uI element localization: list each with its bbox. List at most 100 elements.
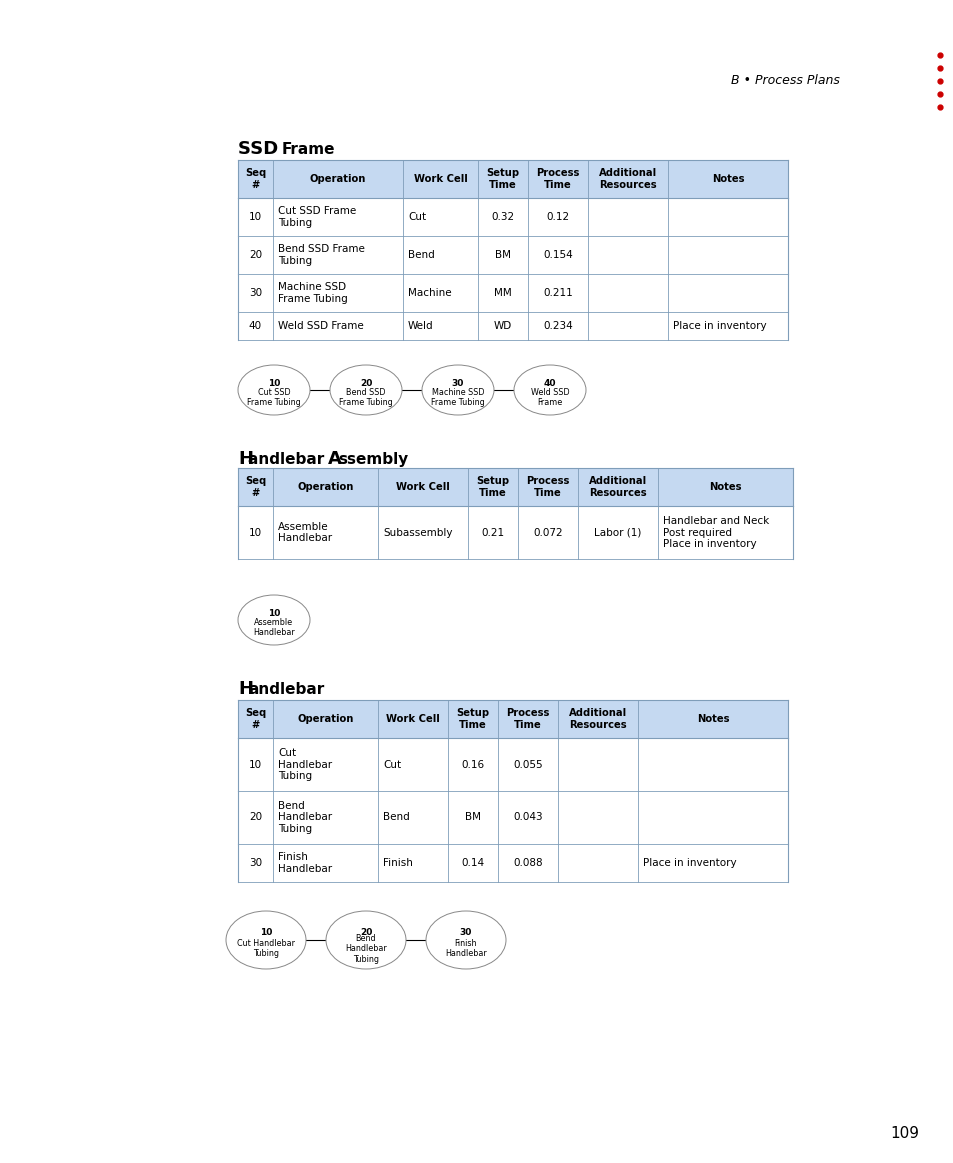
Text: Bend: Bend bbox=[382, 813, 410, 822]
Text: 40: 40 bbox=[249, 321, 262, 331]
Bar bbox=[237, 791, 787, 844]
Bar bbox=[237, 700, 787, 739]
Text: 0.14: 0.14 bbox=[461, 858, 484, 868]
Text: 0.072: 0.072 bbox=[533, 528, 562, 537]
Text: Cut SSD
Frame Tubing: Cut SSD Frame Tubing bbox=[247, 387, 300, 407]
Text: Cut: Cut bbox=[408, 212, 426, 222]
Text: andlebar: andlebar bbox=[248, 682, 324, 697]
Text: Notes: Notes bbox=[711, 174, 743, 184]
Text: Additional
Resources: Additional Resources bbox=[598, 169, 657, 190]
Text: Frame: Frame bbox=[282, 142, 335, 157]
Text: 109: 109 bbox=[889, 1126, 919, 1141]
Text: ssembly: ssembly bbox=[337, 452, 408, 468]
Bar bbox=[237, 506, 792, 559]
Ellipse shape bbox=[326, 911, 406, 969]
Text: Setup
Time: Setup Time bbox=[486, 169, 519, 190]
Text: Seq
#: Seq # bbox=[245, 169, 266, 190]
Text: Machine: Machine bbox=[408, 288, 451, 298]
Ellipse shape bbox=[237, 365, 310, 415]
Text: Assemble
Handlebar: Assemble Handlebar bbox=[253, 618, 294, 637]
Text: Operation: Operation bbox=[297, 714, 354, 725]
Ellipse shape bbox=[237, 595, 310, 645]
Text: Place in inventory: Place in inventory bbox=[642, 858, 736, 868]
Text: 0.32: 0.32 bbox=[491, 212, 514, 222]
Text: Cut
Handlebar
Tubing: Cut Handlebar Tubing bbox=[277, 748, 332, 782]
Text: Machine SSD
Frame Tubing: Machine SSD Frame Tubing bbox=[431, 387, 484, 407]
Text: Operation: Operation bbox=[297, 481, 354, 492]
Text: 0.088: 0.088 bbox=[513, 858, 542, 868]
Text: 0.211: 0.211 bbox=[542, 288, 572, 298]
Text: Cut SSD Frame
Tubing: Cut SSD Frame Tubing bbox=[277, 206, 355, 228]
Bar bbox=[237, 198, 787, 236]
Text: Weld SSD Frame: Weld SSD Frame bbox=[277, 321, 363, 331]
Text: 40: 40 bbox=[543, 379, 556, 388]
Text: 0.154: 0.154 bbox=[542, 250, 572, 261]
Text: andlebar: andlebar bbox=[248, 452, 329, 468]
Text: 10: 10 bbox=[268, 609, 280, 618]
Text: 30: 30 bbox=[249, 288, 262, 298]
Text: 30: 30 bbox=[459, 928, 472, 937]
Text: 30: 30 bbox=[249, 858, 262, 868]
Text: BM: BM bbox=[495, 250, 511, 261]
Text: MM: MM bbox=[494, 288, 512, 298]
Ellipse shape bbox=[514, 365, 585, 415]
Text: 10: 10 bbox=[249, 212, 262, 222]
Text: Work Cell: Work Cell bbox=[414, 174, 467, 184]
Text: 10: 10 bbox=[249, 528, 262, 537]
Text: B • Process Plans: B • Process Plans bbox=[730, 74, 840, 87]
Text: A: A bbox=[328, 450, 341, 468]
Text: Process
Time: Process Time bbox=[526, 476, 569, 498]
Text: 0.12: 0.12 bbox=[546, 212, 569, 222]
Text: Bend
Handlebar
Tubing: Bend Handlebar Tubing bbox=[277, 801, 332, 834]
Ellipse shape bbox=[330, 365, 401, 415]
Bar bbox=[237, 274, 787, 312]
Text: 0.055: 0.055 bbox=[513, 759, 542, 770]
Text: Seq
#: Seq # bbox=[245, 708, 266, 730]
Text: WD: WD bbox=[494, 321, 512, 331]
Text: Weld: Weld bbox=[408, 321, 434, 331]
Text: Process
Time: Process Time bbox=[506, 708, 549, 730]
Ellipse shape bbox=[426, 911, 505, 969]
Text: Seq
#: Seq # bbox=[245, 476, 266, 498]
Text: 30: 30 bbox=[452, 379, 464, 388]
Text: H: H bbox=[237, 450, 253, 468]
Text: Setup
Time: Setup Time bbox=[476, 476, 509, 498]
Text: 20: 20 bbox=[359, 379, 372, 388]
Text: Additional
Resources: Additional Resources bbox=[588, 476, 646, 498]
Bar bbox=[237, 844, 787, 882]
Text: 10: 10 bbox=[249, 759, 262, 770]
Text: BM: BM bbox=[464, 813, 480, 822]
Text: 20: 20 bbox=[359, 928, 372, 937]
Text: 0.16: 0.16 bbox=[461, 759, 484, 770]
Text: Finish: Finish bbox=[382, 858, 413, 868]
Text: Notes: Notes bbox=[708, 481, 741, 492]
Ellipse shape bbox=[421, 365, 494, 415]
Text: Setup
Time: Setup Time bbox=[456, 708, 489, 730]
Text: Finish
Handlebar: Finish Handlebar bbox=[445, 939, 486, 958]
Text: Cut Handlebar
Tubing: Cut Handlebar Tubing bbox=[236, 939, 294, 958]
Text: Operation: Operation bbox=[310, 174, 366, 184]
Text: Bend SSD Frame
Tubing: Bend SSD Frame Tubing bbox=[277, 244, 364, 266]
Text: SSD: SSD bbox=[237, 140, 284, 158]
Text: H: H bbox=[237, 680, 253, 698]
Text: 20: 20 bbox=[249, 250, 262, 261]
Text: Cut: Cut bbox=[382, 759, 400, 770]
Text: 10: 10 bbox=[268, 379, 280, 388]
Text: Subassembly: Subassembly bbox=[382, 528, 452, 537]
Text: 0.21: 0.21 bbox=[481, 528, 504, 537]
Bar bbox=[237, 160, 787, 198]
Text: 0.234: 0.234 bbox=[542, 321, 572, 331]
Bar bbox=[237, 236, 787, 274]
Text: 20: 20 bbox=[249, 813, 262, 822]
Text: 10: 10 bbox=[259, 928, 272, 937]
Text: Finish
Handlebar: Finish Handlebar bbox=[277, 852, 332, 873]
Text: Handlebar and Neck
Post required
Place in inventory: Handlebar and Neck Post required Place i… bbox=[662, 516, 768, 549]
Text: Work Cell: Work Cell bbox=[395, 481, 450, 492]
Ellipse shape bbox=[226, 911, 306, 969]
Bar bbox=[237, 739, 787, 791]
Text: Bend SSD
Frame Tubing: Bend SSD Frame Tubing bbox=[338, 387, 393, 407]
Text: Bend: Bend bbox=[408, 250, 435, 261]
Text: Process
Time: Process Time bbox=[536, 169, 579, 190]
Text: Labor (1): Labor (1) bbox=[594, 528, 641, 537]
Text: 0.043: 0.043 bbox=[513, 813, 542, 822]
